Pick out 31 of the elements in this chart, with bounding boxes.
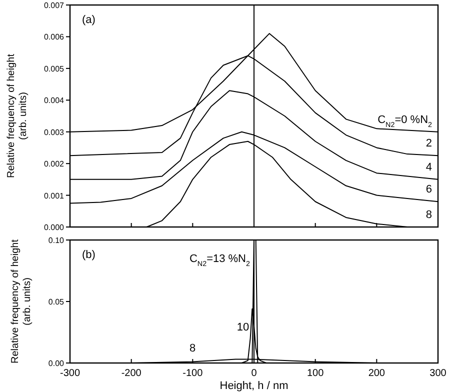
text: (a) bbox=[82, 14, 96, 26]
series-label: 2 bbox=[426, 138, 432, 150]
y-tick-label: 0.005 bbox=[44, 64, 65, 74]
x-tick-label: 0 bbox=[251, 368, 258, 379]
series-label: 6 bbox=[426, 184, 432, 196]
y-axis-title: Relative frequency of height (arb. units) bbox=[10, 239, 33, 364]
y-tick-label: 0.007 bbox=[44, 1, 65, 10]
series-label: 8 bbox=[426, 209, 432, 221]
series-label: 10 bbox=[236, 322, 250, 334]
series-label: C$_{N2}$=13 %N$_{2}$ bbox=[189, 253, 250, 268]
series-label: 4 bbox=[426, 161, 432, 174]
y-tick-label: 0.006 bbox=[44, 32, 65, 42]
x-tick-label: -300 bbox=[60, 368, 80, 379]
series-label: 8 bbox=[189, 342, 196, 354]
y-axis-title: Relative frequency of height (arb. units) bbox=[6, 54, 29, 178]
x-axis-title: Height, h / nm bbox=[220, 380, 288, 392]
series-label: C$_{N2}$=0 %N$_{2}$ bbox=[378, 114, 432, 129]
y-tick-label: 0.001 bbox=[44, 191, 65, 200]
x-tick-label: 100 bbox=[306, 368, 324, 379]
y-tick-label: 0.003 bbox=[44, 128, 65, 137]
x-tick-label: -200 bbox=[121, 368, 142, 379]
text: (b) bbox=[82, 249, 96, 261]
x-tick-label: -100 bbox=[182, 368, 204, 379]
y-tick-label: 0.004 bbox=[44, 96, 65, 106]
x-tick-label: 200 bbox=[368, 368, 386, 379]
y-tick-label: 0.05 bbox=[48, 298, 65, 306]
y-tick-label: 0.002 bbox=[44, 160, 65, 169]
y-tick-label: 0.10 bbox=[48, 236, 65, 245]
x-tick-label: 300 bbox=[430, 368, 447, 379]
y-tick-label: 0.000 bbox=[44, 223, 65, 232]
y-tick-label: 0.00 bbox=[48, 359, 65, 368]
